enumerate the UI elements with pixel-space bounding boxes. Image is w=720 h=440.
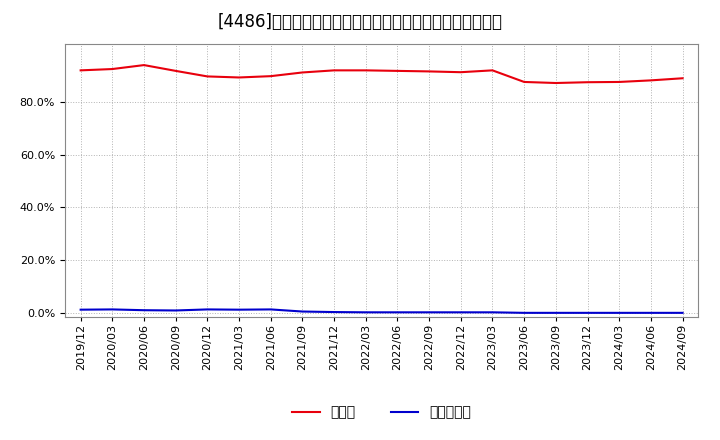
現顔金: [203, 74, 212, 79]
有利子負債: [647, 310, 655, 315]
現顔金: [425, 69, 433, 74]
有利子負債: [361, 310, 370, 315]
有利子負債: [171, 308, 180, 313]
Line: 現顔金: 現顔金: [81, 65, 683, 83]
現顔金: [583, 80, 592, 85]
有利子負債: [108, 307, 117, 312]
現顔金: [361, 68, 370, 73]
現顔金: [393, 68, 402, 73]
有利子負債: [140, 308, 148, 313]
有利子負債: [615, 310, 624, 315]
有利子負債: [203, 307, 212, 312]
現顔金: [456, 70, 465, 75]
有利子負債: [330, 309, 338, 315]
現顔金: [235, 75, 243, 80]
現顔金: [108, 66, 117, 72]
有利子負債: [520, 310, 528, 315]
有利子負債: [298, 309, 307, 314]
有利子負債: [393, 310, 402, 315]
現顔金: [266, 73, 275, 79]
現顔金: [552, 81, 560, 86]
有利子負債: [266, 307, 275, 312]
現顔金: [488, 68, 497, 73]
有利子負債: [552, 310, 560, 315]
現顔金: [76, 68, 85, 73]
現顔金: [298, 70, 307, 75]
現顔金: [615, 79, 624, 84]
現顔金: [330, 68, 338, 73]
現顔金: [678, 76, 687, 81]
有利子負債: [76, 307, 85, 312]
現顔金: [140, 62, 148, 68]
有利子負債: [235, 307, 243, 312]
有利子負債: [678, 310, 687, 315]
Text: [4486]　現顔金、有利子負債の総資産に対する比率の推移: [4486] 現顔金、有利子負債の総資産に対する比率の推移: [217, 13, 503, 31]
有利子負債: [425, 310, 433, 315]
有利子負債: [488, 310, 497, 315]
Line: 有利子負債: 有利子負債: [81, 309, 683, 313]
有利子負債: [583, 310, 592, 315]
現顔金: [171, 68, 180, 73]
Legend: 現顔金, 有利子負債: 現顔金, 有利子負債: [292, 406, 472, 420]
現顔金: [647, 78, 655, 83]
有利子負債: [456, 310, 465, 315]
現顔金: [520, 79, 528, 84]
